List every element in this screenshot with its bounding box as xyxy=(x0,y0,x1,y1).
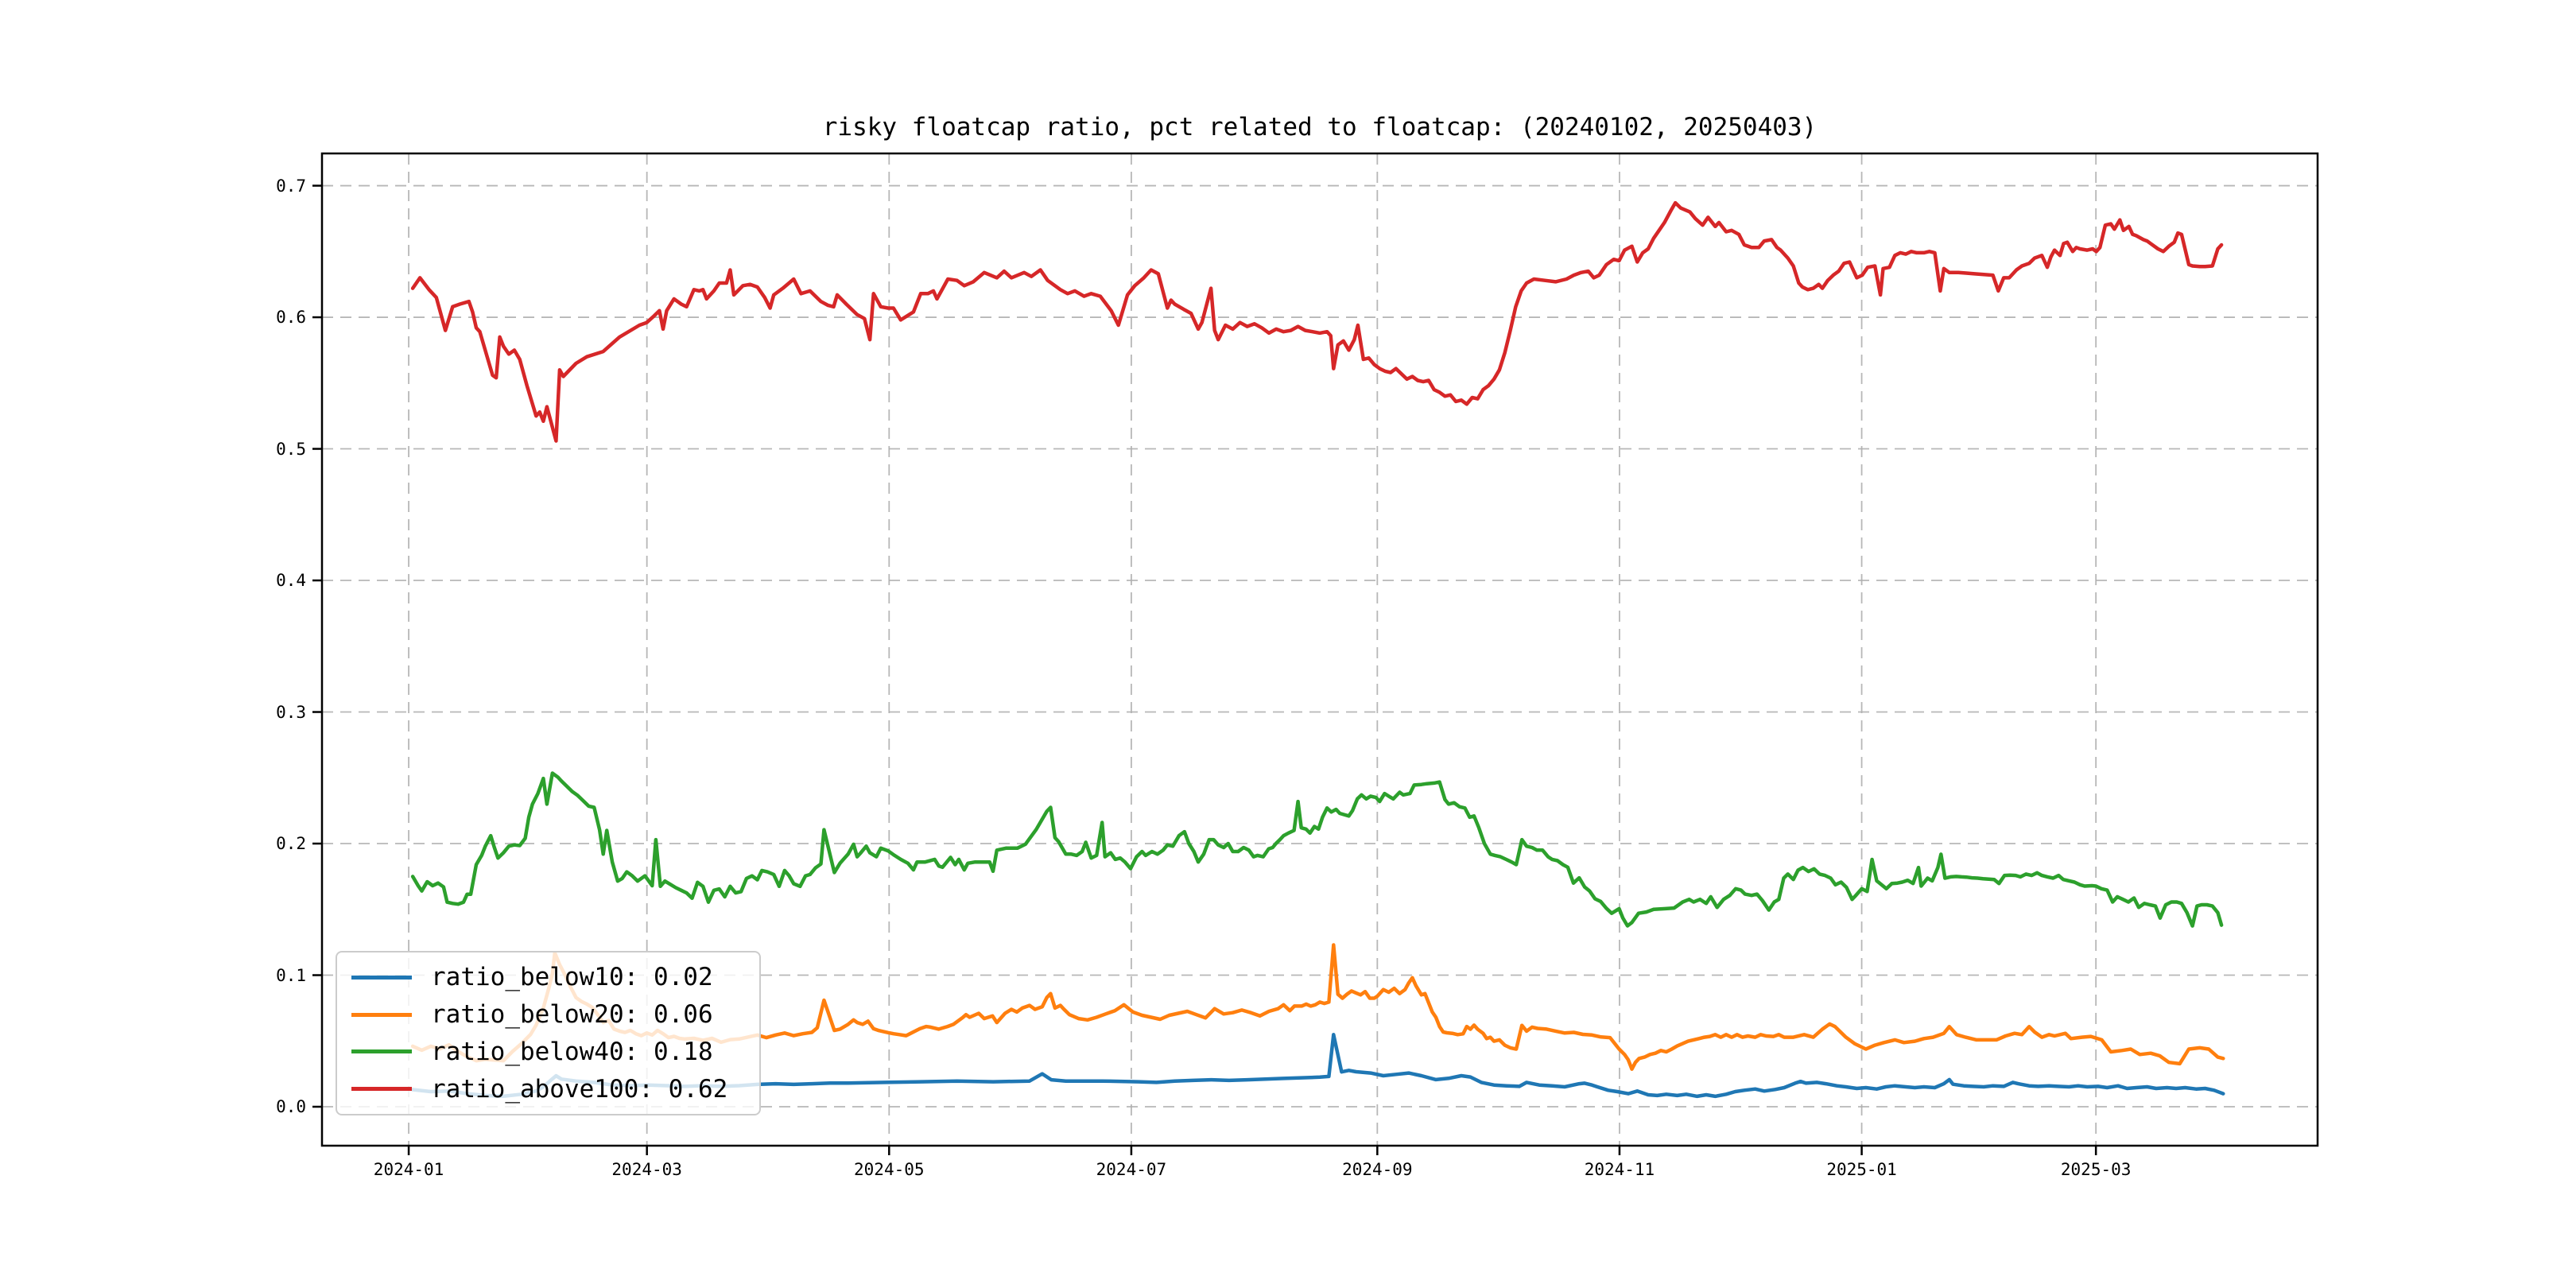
y-tick-label: 0.0 xyxy=(276,1097,306,1116)
y-tick-label: 0.1 xyxy=(276,965,306,985)
legend-line-swatch xyxy=(351,975,412,980)
y-tick-label: 0.3 xyxy=(276,702,306,722)
x-tick-label: 2024-07 xyxy=(1096,1160,1167,1179)
legend-item: ratio_below40: 0.18 xyxy=(337,1034,759,1069)
x-tick-label: 2024-09 xyxy=(1342,1160,1413,1179)
legend-item: ratio_below20: 0.06 xyxy=(337,997,759,1032)
y-tick-label: 0.5 xyxy=(276,439,306,459)
x-tick-label: 2024-01 xyxy=(373,1160,444,1179)
chart-title: risky floatcap ratio, pct related to flo… xyxy=(822,113,1818,142)
plot-border xyxy=(320,152,2319,1147)
series-line-ratio_above100 xyxy=(410,200,2224,443)
y-tick-label: 0.2 xyxy=(276,834,306,854)
legend-item: ratio_below10: 0.02 xyxy=(337,960,759,995)
legend-label: ratio_below40: 0.18 xyxy=(431,1037,713,1066)
legend-label: ratio_below10: 0.02 xyxy=(431,963,713,992)
series-line-ratio_below10 xyxy=(410,1033,2225,1099)
legend-label: ratio_below20: 0.06 xyxy=(431,1000,713,1030)
legend-line-swatch xyxy=(351,1012,412,1017)
legend: ratio_below10: 0.02 ratio_below20: 0.06 ra… xyxy=(336,951,761,1115)
x-tick-label: 2024-11 xyxy=(1584,1160,1655,1179)
legend-label: ratio_above100: 0.62 xyxy=(431,1074,728,1104)
legend-line-swatch xyxy=(351,1049,412,1054)
legend-item: ratio_above100: 0.62 xyxy=(337,1072,759,1107)
series-line-ratio_below40 xyxy=(410,771,2224,928)
x-tick-label: 2025-01 xyxy=(1826,1160,1897,1179)
y-tick-label: 0.7 xyxy=(276,176,306,196)
x-tick-label: 2025-03 xyxy=(2060,1160,2132,1179)
x-tick-label: 2024-05 xyxy=(854,1160,925,1179)
legend-line-swatch xyxy=(351,1087,412,1092)
x-tick-label: 2024-03 xyxy=(611,1160,682,1179)
y-tick-label: 0.4 xyxy=(276,571,306,591)
y-tick-label: 0.6 xyxy=(276,308,306,328)
